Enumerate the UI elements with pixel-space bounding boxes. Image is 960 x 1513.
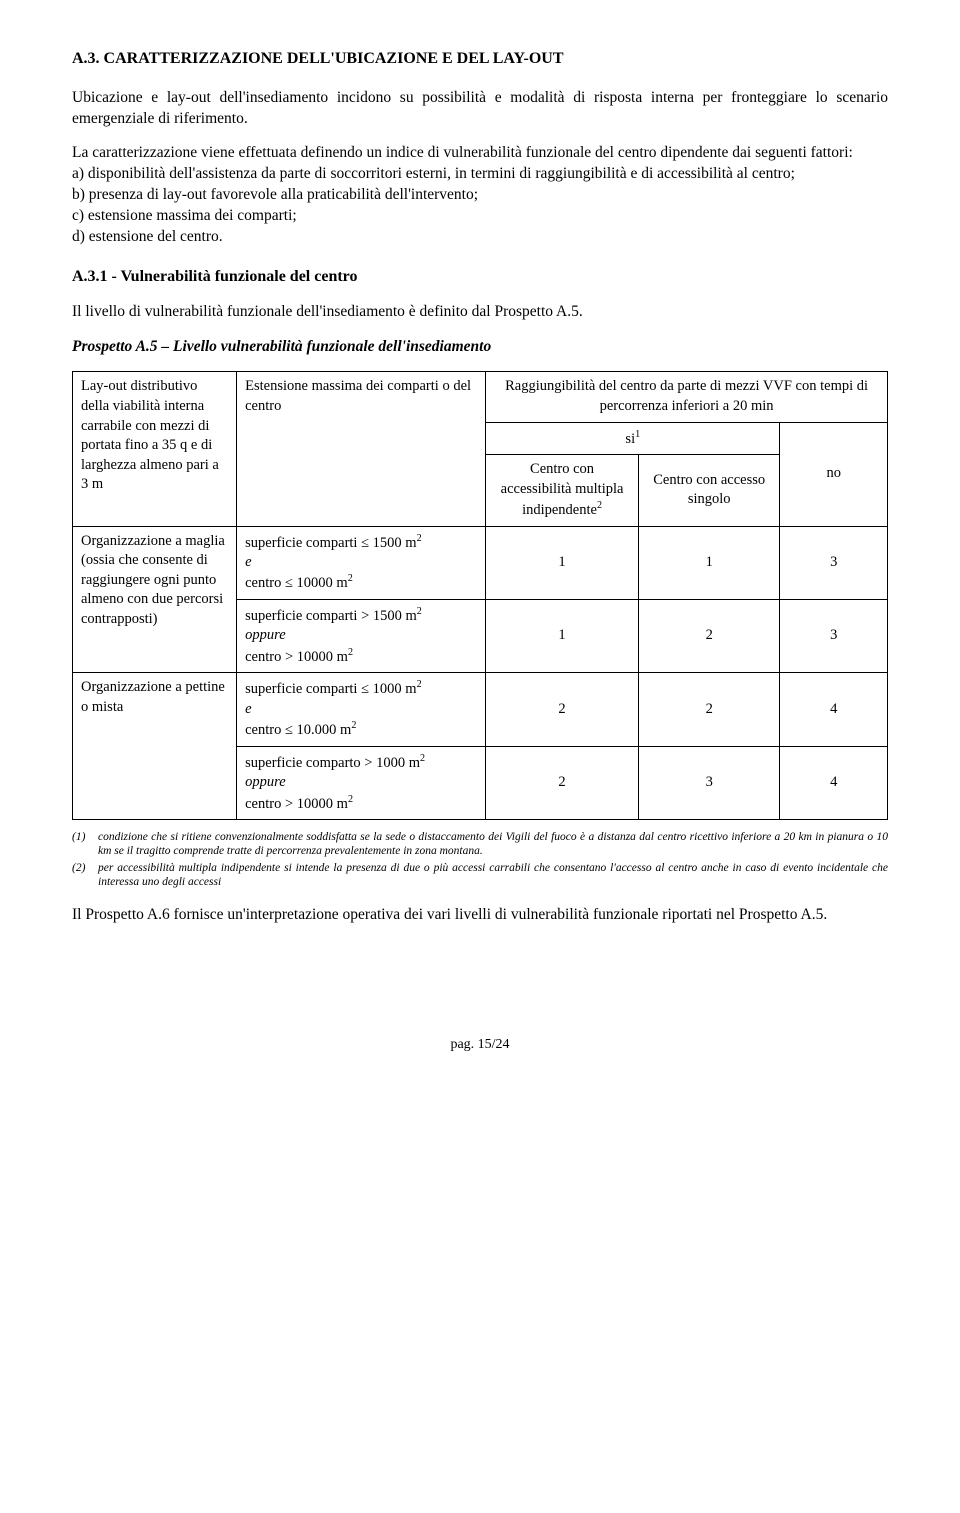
table-header-cell: Centro con accesso singolo <box>638 455 779 527</box>
unit-sup: 2 <box>348 647 353 658</box>
footnote-text: condizione che si ritiene convenzionalme… <box>98 830 888 859</box>
unit-sup: 2 <box>351 720 356 731</box>
table-caption: Prospetto A.5 – Livello vulnerabilità fu… <box>72 337 888 358</box>
table-cell: 2 <box>486 746 639 819</box>
text: centro ≤ 10000 m <box>245 575 348 591</box>
footnote-ref: 2 <box>597 500 602 511</box>
text: Centro con accessibilità multipla indipe… <box>501 461 624 518</box>
table-cell: superficie comparti ≤ 1500 m2 e centro ≤… <box>237 526 486 599</box>
table-cell: superficie comparti > 1500 m2 oppure cen… <box>237 599 486 672</box>
unit-sup: 2 <box>417 679 422 690</box>
text: centro ≤ 10.000 m <box>245 722 351 738</box>
footnote-number: (2) <box>72 861 98 890</box>
table-header-cell: Estensione massima dei comparti o del ce… <box>237 372 486 526</box>
table-cell: 2 <box>486 673 639 746</box>
unit-sup: 2 <box>420 753 425 764</box>
unit-sup: 2 <box>348 573 353 584</box>
table-cell: 1 <box>486 599 639 672</box>
table-row: Organizzazione a pettine o mista superfi… <box>73 673 888 746</box>
unit-sup: 2 <box>417 606 422 617</box>
table-cell: Organizzazione a pettine o mista <box>73 673 237 820</box>
text: La caratterizzazione viene effettuata de… <box>72 144 853 161</box>
text: oppure <box>245 627 286 643</box>
table-header-cell: Centro con accessibilità multipla indipe… <box>486 455 639 527</box>
text: oppure <box>245 774 286 790</box>
paragraph: Il livello di vulnerabilità funzionale d… <box>72 302 888 323</box>
footnote-text: per accessibilità multipla indipendente … <box>98 861 888 890</box>
table-header-cell: Raggiungibilità del centro da parte di m… <box>486 372 888 422</box>
list-item: c) estensione massima dei comparti; <box>72 207 297 224</box>
text: si <box>625 430 635 446</box>
table-header-cell: no <box>780 422 888 526</box>
table-cell: superficie comparto > 1000 m2 oppure cen… <box>237 746 486 819</box>
footnote: (1) condizione che si ritiene convenzion… <box>72 830 888 859</box>
table-cell: superficie comparti ≤ 1000 m2 e centro ≤… <box>237 673 486 746</box>
text: superficie comparti ≤ 1500 m <box>245 534 416 550</box>
text: Ubicazione e lay-out dell'insediamento i… <box>72 89 888 127</box>
list-item: d) estensione del centro. <box>72 228 223 245</box>
table-cell: 3 <box>638 746 779 819</box>
table-cell: 4 <box>780 746 888 819</box>
text: e <box>245 701 251 717</box>
footnote: (2) per accessibilità multipla indipende… <box>72 861 888 890</box>
table-row: Lay-out distributivo della viabilità int… <box>73 372 888 422</box>
footnote-ref: 1 <box>635 429 640 440</box>
table-cell: 1 <box>486 526 639 599</box>
text: centro > 10000 m <box>245 795 348 811</box>
paragraph: La caratterizzazione viene effettuata de… <box>72 143 888 248</box>
table-row: Organizzazione a maglia (ossia che conse… <box>73 526 888 599</box>
table-cell: 2 <box>638 599 779 672</box>
closing-paragraph: Il Prospetto A.6 fornisce un'interpretaz… <box>72 905 888 926</box>
table-cell: 4 <box>780 673 888 746</box>
table-cell: 1 <box>638 526 779 599</box>
text: centro > 10000 m <box>245 649 348 665</box>
text: superficie comparti > 1500 m <box>245 608 417 624</box>
table-cell: Organizzazione a maglia (ossia che conse… <box>73 526 237 673</box>
text: superficie comparti ≤ 1000 m <box>245 681 416 697</box>
footnote-number: (1) <box>72 830 98 859</box>
list-item: a) disponibilità dell'assistenza da part… <box>72 165 795 182</box>
vulnerability-table: Lay-out distributivo della viabilità int… <box>72 371 888 819</box>
table-cell: 3 <box>780 526 888 599</box>
list-item: b) presenza di lay-out favorevole alla p… <box>72 186 478 203</box>
text: e <box>245 554 251 570</box>
paragraph: Ubicazione e lay-out dell'insediamento i… <box>72 88 888 130</box>
page-number: pag. 15/24 <box>72 1036 888 1055</box>
footnotes: (1) condizione che si ritiene convenzion… <box>72 830 888 890</box>
table-cell: 2 <box>638 673 779 746</box>
table-cell: 3 <box>780 599 888 672</box>
unit-sup: 2 <box>417 533 422 544</box>
subsection-heading: A.3.1 - Vulnerabilità funzionale del cen… <box>72 266 888 288</box>
table-header-cell: si1 <box>486 422 780 454</box>
table-header-cell: Lay-out distributivo della viabilità int… <box>73 372 237 526</box>
unit-sup: 2 <box>348 794 353 805</box>
text: superficie comparto > 1000 m <box>245 754 420 770</box>
section-heading: A.3. CARATTERIZZAZIONE DELL'UBICAZIONE E… <box>72 48 888 70</box>
